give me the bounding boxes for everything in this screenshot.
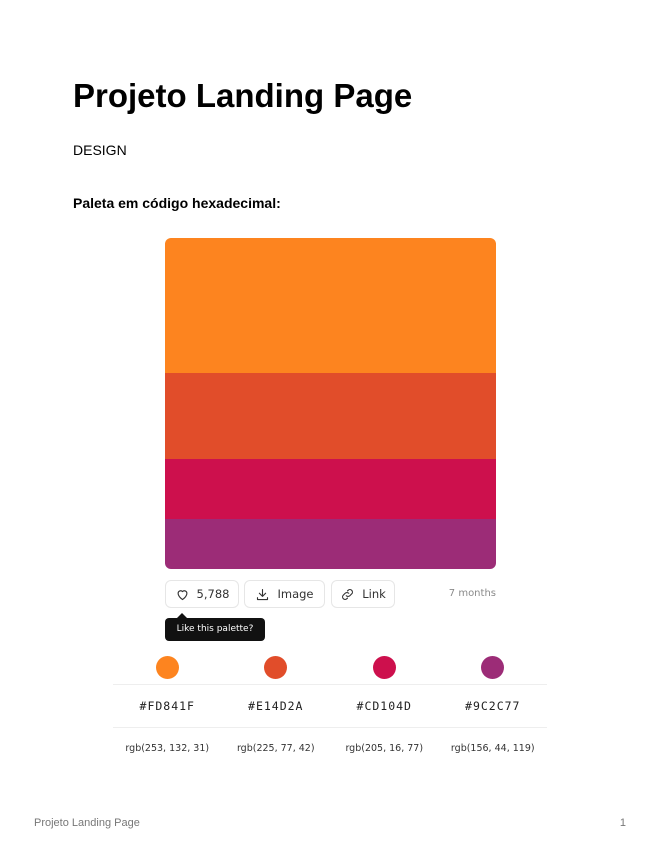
swatch-3[interactable] [165, 459, 496, 519]
hex-code[interactable]: #9C2C77 [465, 699, 521, 713]
download-icon [257, 588, 269, 600]
section-label: DESIGN [73, 142, 127, 158]
swatch-4[interactable] [165, 519, 496, 569]
color-dot-row [113, 650, 547, 684]
color-table: #FD841F #E14D2A #CD104D #9C2C77 rgb(253,… [113, 650, 547, 768]
hex-code[interactable]: #E14D2A [248, 699, 304, 713]
palette-subheading: Paleta em código hexadecimal: [73, 195, 281, 211]
page-number: 1 [619, 817, 626, 829]
link-label: Link [362, 587, 386, 601]
rgb-value[interactable]: rgb(205, 16, 77) [345, 742, 424, 754]
color-dot [372, 655, 396, 679]
swatch-1[interactable] [165, 238, 496, 373]
hex-code[interactable]: #FD841F [139, 699, 195, 713]
palette-swatch-block [165, 238, 496, 569]
link-icon [342, 588, 354, 600]
palette-actions: 5,788 Image Link 7 months [165, 580, 496, 610]
like-button[interactable]: 5,788 [165, 580, 239, 608]
swatch-2[interactable] [165, 373, 496, 459]
rgb-value-row: rgb(253, 132, 31) rgb(225, 77, 42) rgb(2… [113, 728, 547, 768]
rgb-value[interactable]: rgb(253, 132, 31) [125, 742, 210, 754]
download-image-button[interactable]: Image [244, 580, 325, 608]
rgb-value[interactable]: rgb(225, 77, 42) [236, 742, 315, 754]
palette-age: 7 months [448, 588, 496, 599]
like-tooltip: Like this palette? [165, 613, 265, 641]
copy-link-button[interactable]: Link [331, 580, 395, 608]
like-count: 5,788 [196, 587, 230, 601]
footer-title: Projeto Landing Page [34, 817, 140, 829]
hex-code-row: #FD841F #E14D2A #CD104D #9C2C77 [113, 684, 547, 728]
color-dot [155, 655, 179, 679]
hex-code[interactable]: #CD104D [356, 699, 412, 713]
document-title: Projeto Landing Page [73, 77, 413, 114]
color-dot [481, 655, 505, 679]
heart-icon [177, 589, 187, 600]
image-label: Image [277, 587, 314, 601]
color-dot [264, 655, 288, 679]
rgb-value[interactable]: rgb(156, 44, 119) [450, 742, 535, 754]
